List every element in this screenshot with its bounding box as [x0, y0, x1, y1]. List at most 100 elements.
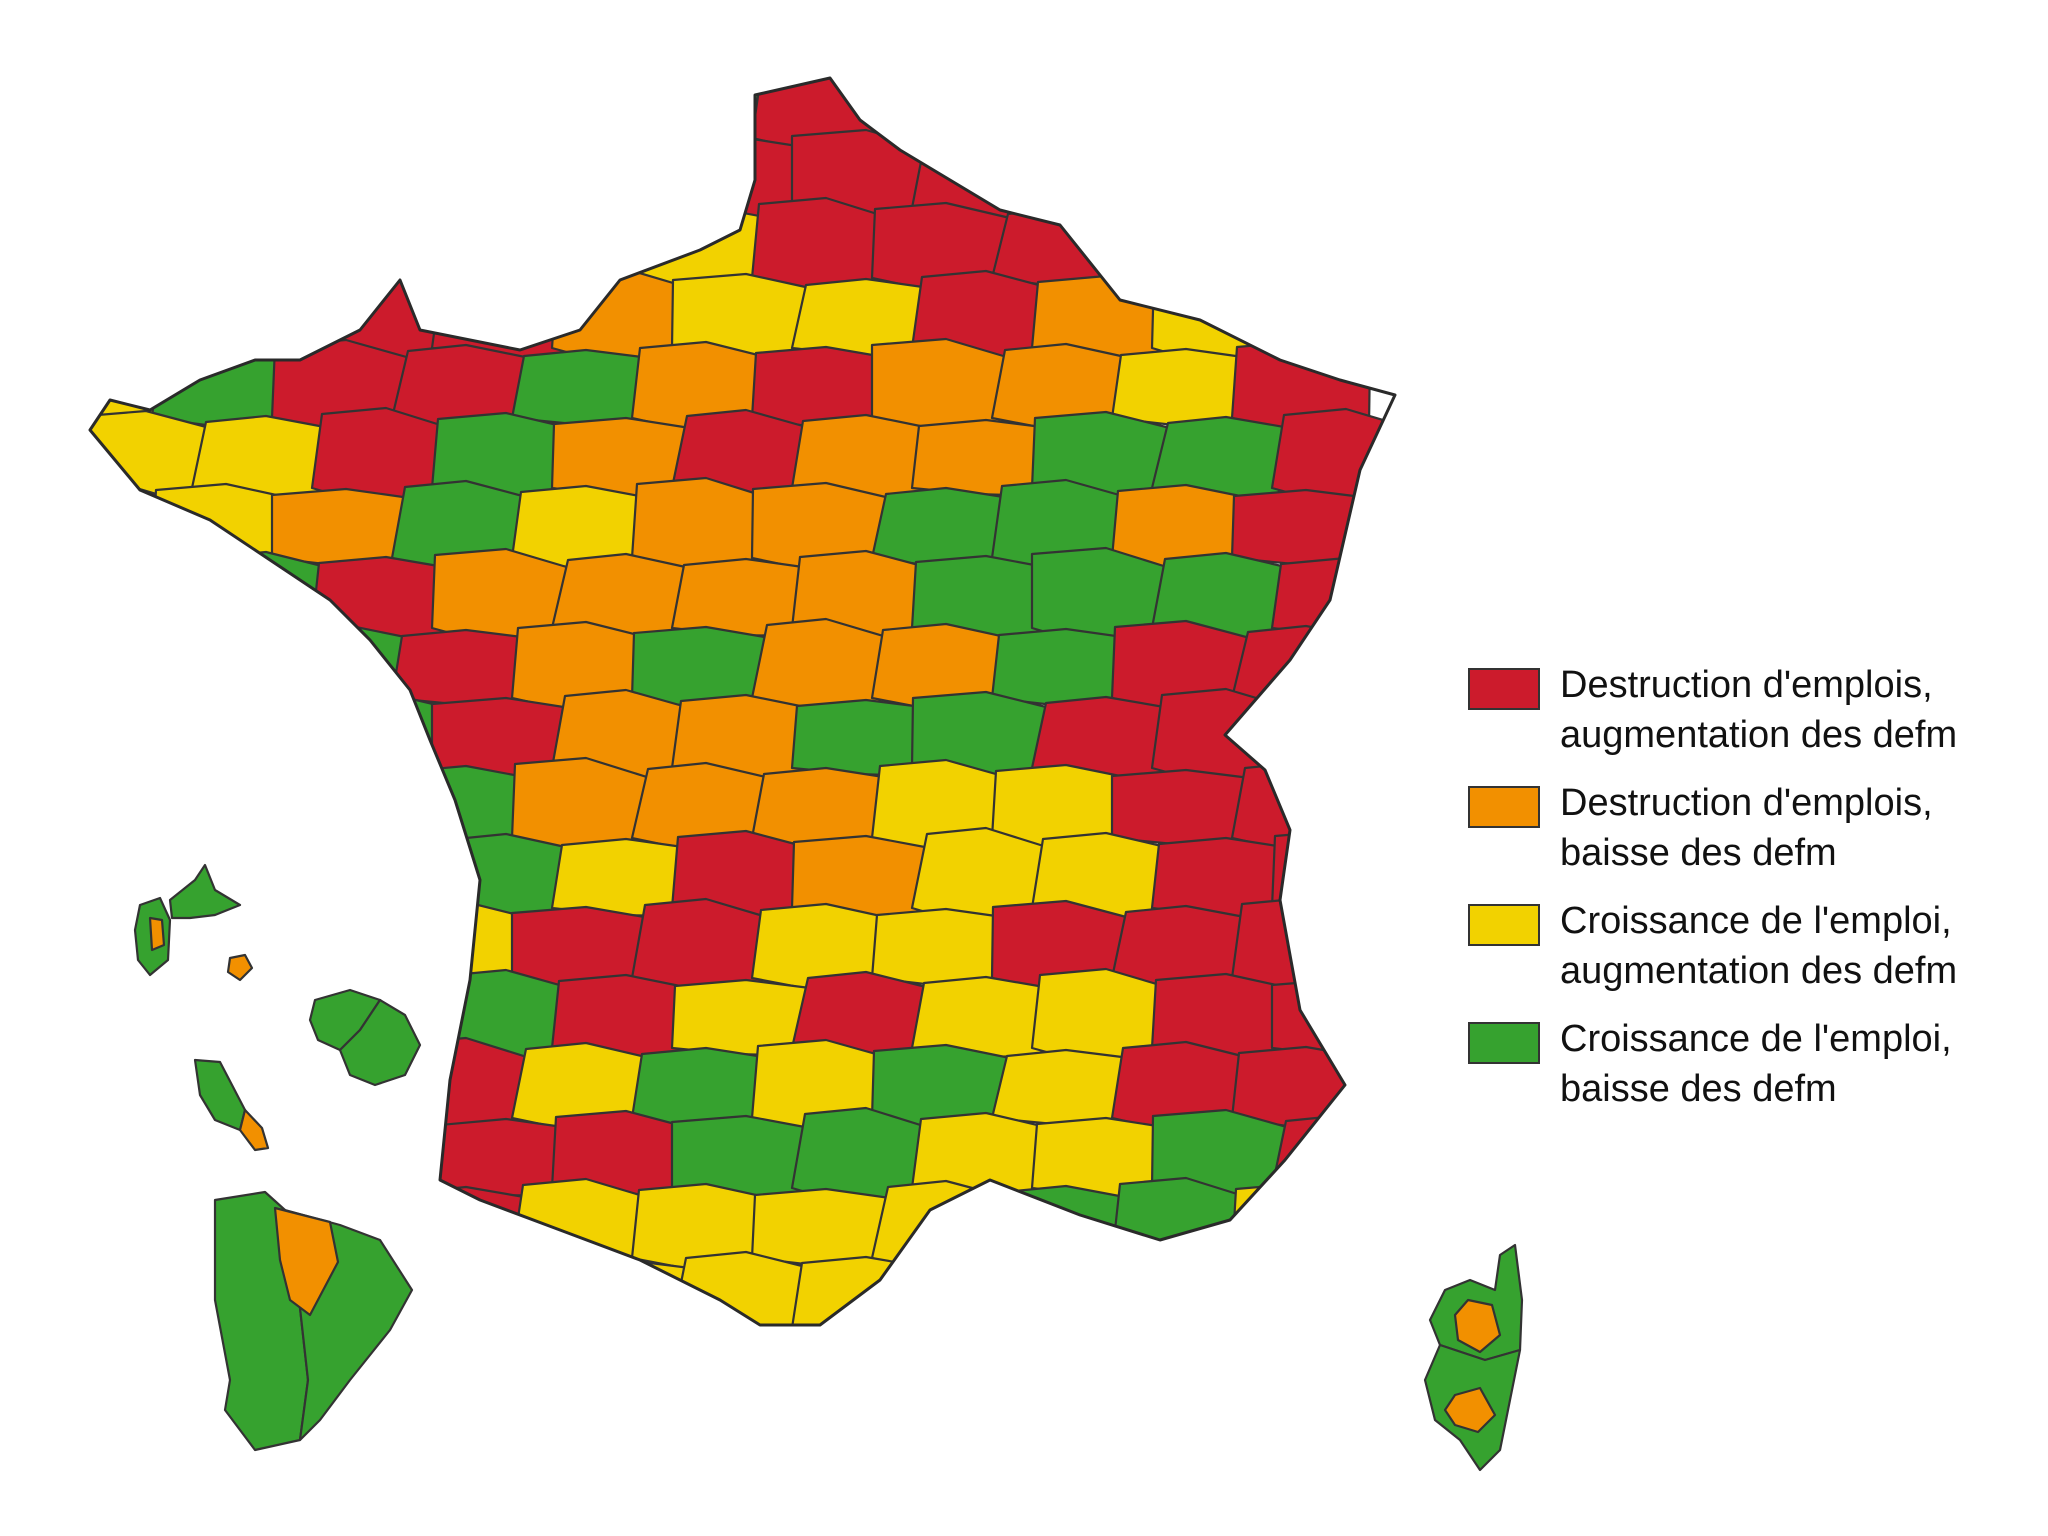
- guadeloupe: [133, 863, 254, 982]
- guyane: [213, 1190, 414, 1452]
- employment-zone: [1230, 1045, 1372, 1129]
- legend-label-line2: augmentation des defm: [1560, 950, 1958, 992]
- employment-zone: [1270, 977, 1395, 1058]
- employment-zone: [310, 555, 452, 639]
- legend-label: Destruction d'emplois, augmentation des d…: [1560, 660, 1957, 760]
- employment-zone: [1270, 135, 1395, 219]
- employment-zone: [870, 78, 1012, 149]
- employment-zone: [90, 273, 212, 361]
- employment-zone: [990, 1184, 1132, 1270]
- employment-zone: [90, 694, 212, 780]
- employment-zone: [990, 78, 1134, 157]
- legend: Destruction d'emplois, augmentation des d…: [1468, 660, 2028, 1132]
- employment-zone: [1230, 760, 1372, 854]
- employment-zone: [1270, 1113, 1395, 1201]
- employment-zone: [90, 1047, 172, 1128]
- employment-zone: [1150, 130, 1292, 224]
- france-outline: [88, 76, 1397, 1327]
- employment-zone: [1030, 695, 1172, 779]
- employment-zone: [150, 197, 292, 297]
- legend-item: Croissance de l'emploi, baisse des defm: [1468, 1014, 2028, 1114]
- employment-zone: [1150, 1257, 1292, 1325]
- employment-zone: [90, 626, 172, 708]
- legend-swatch: [1468, 668, 1540, 710]
- employment-zone: [1230, 203, 1372, 291]
- employment-zone: [390, 1185, 532, 1269]
- legend-label-line1: Croissance de l'emploi,: [1560, 1018, 1952, 1060]
- employment-zone: [870, 1179, 1012, 1275]
- legend-label: Croissance de l'emploi, baisse des defm: [1560, 1014, 1952, 1114]
- employment-zone: [90, 1115, 213, 1199]
- employment-zone: [190, 129, 333, 225]
- employment-zone: [910, 975, 1052, 1059]
- employment-zone: [270, 623, 412, 711]
- martinique: [193, 1058, 270, 1152]
- employment-zone: [550, 131, 692, 223]
- legend-label-line1: Destruction d'emplois,: [1560, 782, 1933, 824]
- employment-zone: [90, 78, 176, 158]
- employment-zone: [90, 1251, 216, 1325]
- employment-zone: [1270, 828, 1395, 926]
- employment-zone: [310, 827, 455, 927]
- employment-zone: [1270, 1249, 1395, 1325]
- legend-item: Destruction d'emplois, baisse des defm: [1468, 778, 2028, 878]
- guadeloupe-grande-terre: [168, 863, 242, 920]
- employment-zone: [870, 907, 1012, 988]
- employment-zone: [310, 134, 452, 220]
- guadeloupe-sud: [148, 916, 166, 952]
- employment-zone: [150, 618, 295, 716]
- employment-zone: [1150, 415, 1292, 499]
- employment-zone: [550, 1258, 695, 1325]
- legend-item: Destruction d'emplois, augmentation des d…: [1468, 660, 2028, 760]
- guadeloupe-island: [226, 953, 254, 982]
- employment-zone: [430, 126, 572, 228]
- employment-zone: [1270, 692, 1395, 782]
- martinique-nord: [193, 1058, 247, 1132]
- employment-zone: [1230, 78, 1372, 148]
- reunion: [308, 988, 422, 1087]
- legend-swatch: [1468, 904, 1540, 946]
- legend-item: Croissance de l'emploi, augmentation des …: [1468, 896, 2028, 996]
- employment-zone: [1030, 1252, 1174, 1325]
- employment-zone: [990, 206, 1132, 288]
- employment-zone: [1110, 198, 1252, 296]
- employment-zone: [1270, 271, 1395, 363]
- employment-zone: [630, 78, 772, 148]
- legend-label-line2: baisse des defm: [1560, 1068, 1837, 1110]
- employment-zone: [270, 202, 412, 292]
- corsica-center: [1453, 1298, 1502, 1354]
- employment-zone: [190, 686, 332, 788]
- employment-zone: [90, 762, 174, 852]
- employment-zone: [90, 205, 172, 289]
- employment-zone: [270, 908, 412, 988]
- employment-zone: [510, 1177, 652, 1277]
- employment-zone: [150, 767, 292, 848]
- employment-zone: [750, 1187, 893, 1268]
- employment-zone: [510, 348, 652, 428]
- employment-zone: [310, 1112, 452, 1202]
- employment-zone: [190, 550, 332, 644]
- martinique-sud: [238, 1108, 270, 1152]
- employment-zone: [870, 486, 1012, 568]
- employment-zone: [1110, 1176, 1252, 1278]
- employment-zone: [430, 832, 572, 922]
- employment-zone: [630, 1046, 772, 1128]
- employment-zone: [90, 558, 212, 638]
- employment-zone: [150, 78, 292, 153]
- employment-zone: [1230, 488, 1374, 568]
- employment-zone: [990, 627, 1132, 708]
- legend-swatch: [1468, 786, 1540, 828]
- employment-zone: [90, 1183, 172, 1271]
- employment-zone: [1270, 556, 1395, 638]
- employment-zone: [270, 759, 412, 855]
- legend-label-line1: Destruction d'emplois,: [1560, 664, 1933, 706]
- employment-zone: [1030, 138, 1172, 218]
- employment-zone: [1110, 347, 1252, 428]
- employment-zone: [750, 766, 892, 848]
- legend-label-line1: Croissance de l'emploi,: [1560, 900, 1952, 942]
- employment-zone: [670, 1250, 812, 1325]
- employment-zone: [190, 278, 336, 358]
- employment-zone: [430, 1253, 572, 1325]
- employment-zone: [390, 78, 532, 156]
